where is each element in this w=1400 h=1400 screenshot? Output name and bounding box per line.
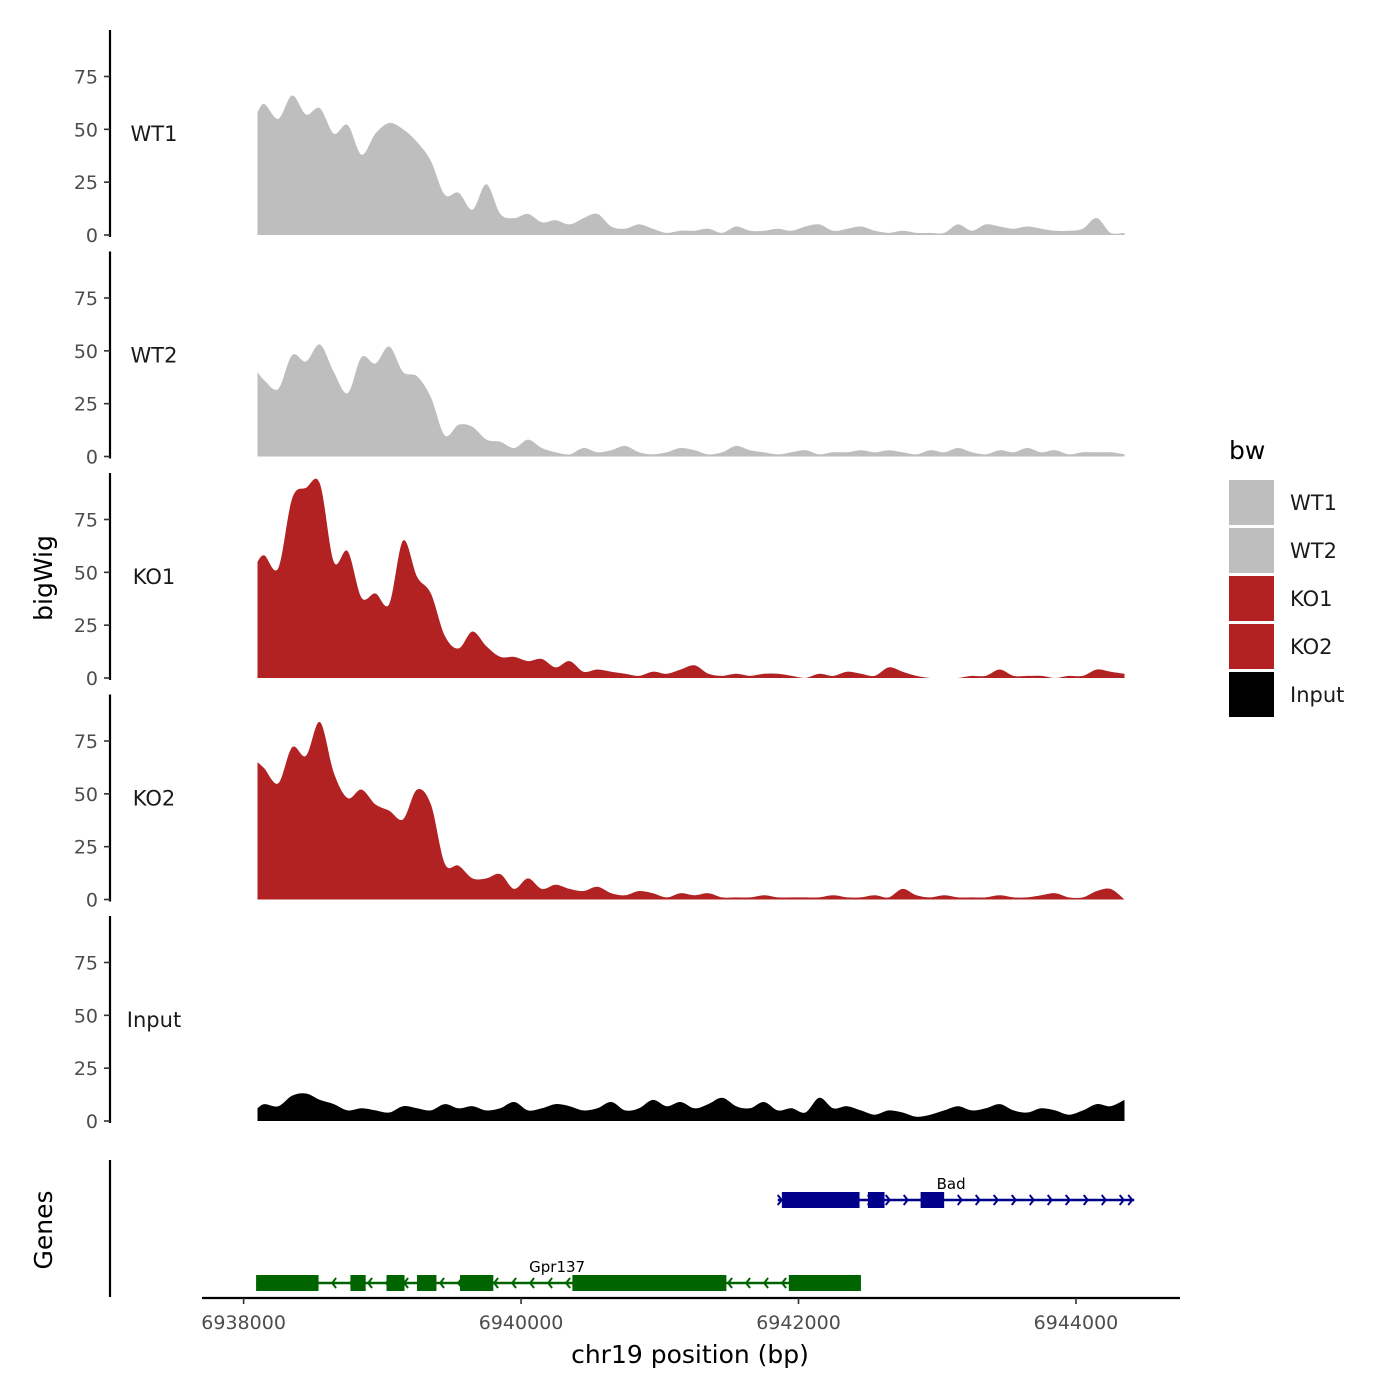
- x-axis-title: chr19 position (bp): [571, 1340, 809, 1369]
- legend-swatch-wt1: [1229, 480, 1274, 525]
- gene-name-label: Gpr137: [529, 1258, 585, 1276]
- y-tick-label: 0: [86, 890, 98, 912]
- track-label: KO1: [133, 565, 176, 589]
- legend-label: Input: [1290, 683, 1344, 707]
- exon: [350, 1275, 366, 1291]
- strand-arrow: [1064, 1194, 1071, 1206]
- strand-arrow: [438, 1277, 445, 1289]
- y-tick-label: 0: [86, 1111, 98, 1133]
- strand-arrow: [1118, 1194, 1125, 1206]
- track-label: WT1: [131, 122, 178, 146]
- strand-arrow: [366, 1277, 373, 1289]
- strand-arrow: [956, 1194, 963, 1206]
- track-wt2: 0 25 50 75 WT2: [74, 251, 1125, 469]
- legend-swatch-ko1: [1229, 576, 1274, 621]
- y-tick-label: 75: [74, 66, 98, 88]
- y-tick-label: 0: [86, 447, 98, 469]
- strand-arrow: [546, 1277, 553, 1289]
- strand-arrow: [492, 1277, 499, 1289]
- exon: [781, 1192, 860, 1208]
- y-tick-label: 50: [74, 562, 98, 584]
- signal-area-ko2: [257, 721, 1125, 900]
- x-tick-label: 6938000: [201, 1312, 286, 1334]
- track-label: KO2: [133, 787, 176, 811]
- exon: [867, 1192, 885, 1208]
- strand-arrow: [1028, 1194, 1035, 1206]
- gene-annotation-track: Gpr137 Bad: [108, 1160, 1135, 1297]
- strand-arrow: [1082, 1194, 1089, 1206]
- y-tick-label: 0: [86, 225, 98, 247]
- track-ko1: 0 25 50 75 KO1: [74, 473, 1125, 690]
- legend-swatch-input: [1229, 672, 1274, 717]
- strand-arrow: [330, 1277, 337, 1289]
- genes-axis-title: Genes: [29, 1190, 58, 1269]
- strand-arrow: [510, 1277, 517, 1289]
- y-tick-label: 25: [74, 837, 98, 859]
- x-tick-label: 6940000: [479, 1312, 564, 1334]
- y-tick-label: 75: [74, 731, 98, 753]
- y-tick-label: 75: [74, 288, 98, 310]
- y-tick-label: 75: [74, 952, 98, 974]
- strand-arrow: [992, 1194, 999, 1206]
- strand-arrow: [884, 1194, 891, 1206]
- exon: [417, 1275, 437, 1291]
- y-tick-label: 25: [74, 615, 98, 637]
- signal-area-wt1: [257, 95, 1125, 235]
- strand-arrow: [780, 1277, 787, 1289]
- signal-area-ko1: [257, 478, 1125, 678]
- y-tick-label: 25: [74, 172, 98, 194]
- strand-arrow: [1100, 1194, 1107, 1206]
- y-tick-label: 75: [74, 509, 98, 531]
- track-ko2: 0 25 50 75 KO2: [74, 694, 1125, 912]
- legend-label: KO1: [1290, 587, 1333, 611]
- legend: bw WT1 WT2 KO1 KO2 Input: [1229, 436, 1344, 717]
- signal-area-input: [257, 1093, 1125, 1121]
- y-tick-label: 50: [74, 341, 98, 363]
- exon: [572, 1275, 727, 1291]
- gene-gpr137: Gpr137: [256, 1258, 861, 1291]
- y-tick-label: 50: [74, 1005, 98, 1027]
- x-axis: 6938000 6940000 6942000 6944000: [201, 1296, 1180, 1334]
- exon: [386, 1275, 405, 1291]
- strand-arrow: [974, 1194, 981, 1206]
- strand-arrow: [1010, 1194, 1017, 1206]
- x-tick-label: 6942000: [756, 1312, 841, 1334]
- legend-swatch-ko2: [1229, 624, 1274, 669]
- legend-label: KO2: [1290, 635, 1333, 659]
- y-tick-label: 50: [74, 784, 98, 806]
- legend-label: WT2: [1290, 539, 1337, 563]
- gene-bad: Bad: [776, 1175, 1135, 1208]
- y-tick-label: 0: [86, 668, 98, 690]
- signal-area-wt2: [257, 344, 1125, 457]
- strand-arrow: [744, 1277, 751, 1289]
- x-tick-label: 6944000: [1034, 1312, 1119, 1334]
- strand-arrow: [726, 1277, 733, 1289]
- legend-swatch-wt2: [1229, 528, 1274, 573]
- y-axis-title: bigWig: [29, 535, 58, 621]
- exon: [920, 1192, 945, 1208]
- legend-label: WT1: [1290, 491, 1337, 515]
- legend-title: bw: [1229, 436, 1265, 465]
- exon: [256, 1275, 319, 1291]
- strand-arrow: [776, 1194, 783, 1206]
- strand-arrow: [762, 1277, 769, 1289]
- strand-arrow: [528, 1277, 535, 1289]
- y-tick-label: 25: [74, 394, 98, 416]
- track-label: Input: [127, 1008, 181, 1032]
- strand-arrow: [564, 1277, 571, 1289]
- track-wt1: 0 25 50 75 WT1: [74, 30, 1125, 247]
- strand-arrow: [1127, 1194, 1134, 1206]
- signal-tracks: 0 25 50 75 WT1 0 25 50 75 WT2 0 25 50 75 KO1 0 25 50 75 KO2…: [74, 30, 1125, 1133]
- gene-name-label: Bad: [937, 1175, 966, 1193]
- track-label: WT2: [131, 344, 178, 368]
- y-tick-label: 25: [74, 1058, 98, 1080]
- exon: [788, 1275, 861, 1291]
- strand-arrow: [1046, 1194, 1053, 1206]
- exon: [460, 1275, 494, 1291]
- track-input: 0 25 50 75 Input: [74, 916, 1125, 1133]
- strand-arrow: [902, 1194, 909, 1206]
- y-tick-label: 50: [74, 119, 98, 141]
